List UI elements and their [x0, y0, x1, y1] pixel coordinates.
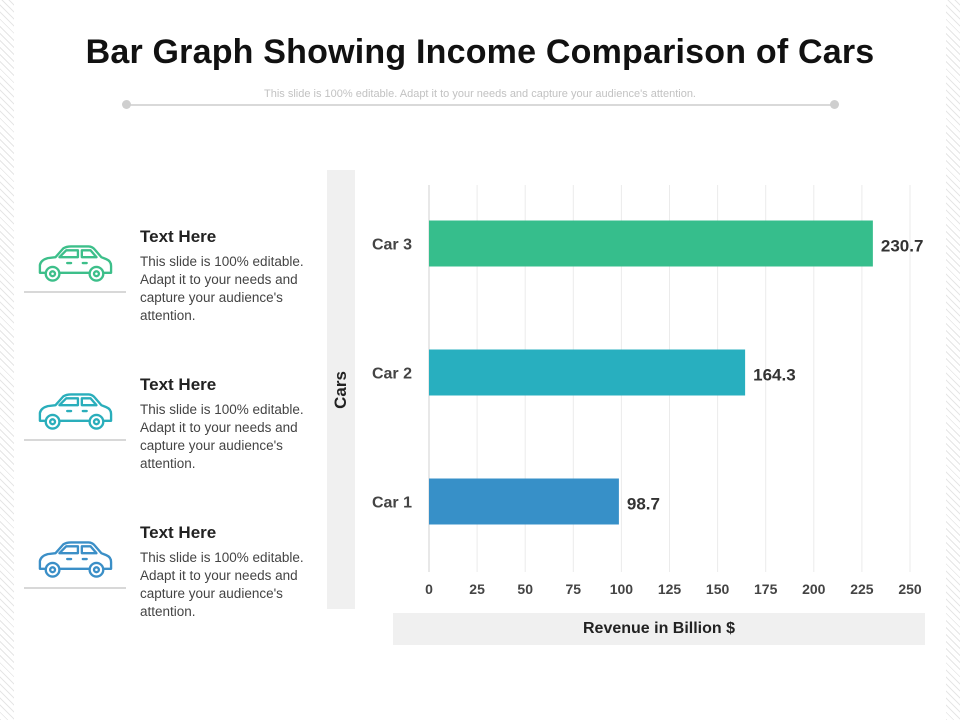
side-item-3: Text Here This slide is 100% editable. A…	[24, 523, 314, 633]
side-item-title: Text Here	[140, 227, 217, 246]
icon-underline	[24, 439, 126, 441]
divider-right-dot	[830, 100, 839, 109]
subtitle-divider	[126, 104, 835, 106]
y-tick-label: Car 3	[372, 237, 412, 254]
bar	[429, 478, 619, 525]
y-tick-label: Car 2	[372, 366, 412, 383]
car-icon	[38, 541, 113, 578]
side-item-text: This slide is 100% editable. Adapt it to…	[140, 402, 304, 471]
x-tick-label: 100	[610, 581, 634, 597]
x-tick-label: 200	[802, 581, 826, 597]
y-axis-title-band	[327, 170, 355, 609]
right-decorative-border	[946, 0, 960, 720]
x-axis-title: Revenue in Billion $	[582, 620, 736, 637]
x-tick-label: 225	[850, 581, 874, 597]
side-item-2: Text Here This slide is 100% editable. A…	[24, 375, 314, 485]
bar	[429, 220, 873, 267]
car-icon	[38, 393, 113, 430]
data-label: 230.7	[881, 237, 924, 256]
bar	[429, 349, 746, 396]
side-item-text: This slide is 100% editable. Adapt it to…	[140, 550, 304, 619]
slide-subtitle: This slide is 100% editable. Adapt it to…	[264, 88, 696, 100]
side-item-title: Text Here	[140, 523, 217, 542]
data-label: 164.3	[753, 366, 796, 385]
x-tick-label: 250	[898, 581, 922, 597]
left-decorative-border	[0, 0, 14, 720]
divider-left-dot	[122, 100, 131, 109]
x-tick-label: 50	[517, 581, 533, 597]
x-tick-label: 150	[706, 581, 730, 597]
side-item-title: Text Here	[140, 375, 217, 394]
x-axis-title-band	[393, 613, 925, 645]
x-tick-label: 125	[658, 581, 682, 597]
icon-underline	[24, 587, 126, 589]
data-label: 98.7	[627, 495, 660, 514]
x-tick-label: 175	[754, 581, 778, 597]
slide-title: Bar Graph Showing Income Comparison of C…	[85, 33, 875, 71]
car-icon	[38, 245, 113, 282]
side-item-1: Text Here This slide is 100% editable. A…	[24, 227, 314, 337]
icon-underline	[24, 291, 126, 293]
side-item-text: This slide is 100% editable. Adapt it to…	[140, 254, 304, 323]
x-tick-label: 75	[566, 581, 582, 597]
x-tick-label: 0	[425, 581, 433, 597]
x-tick-label: 25	[469, 581, 485, 597]
y-tick-label: Car 1	[372, 495, 412, 512]
